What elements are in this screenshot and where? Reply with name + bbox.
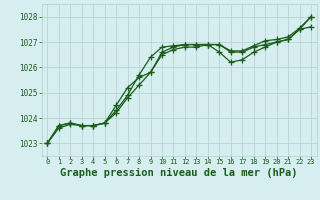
X-axis label: Graphe pression niveau de la mer (hPa): Graphe pression niveau de la mer (hPa) bbox=[60, 168, 298, 178]
